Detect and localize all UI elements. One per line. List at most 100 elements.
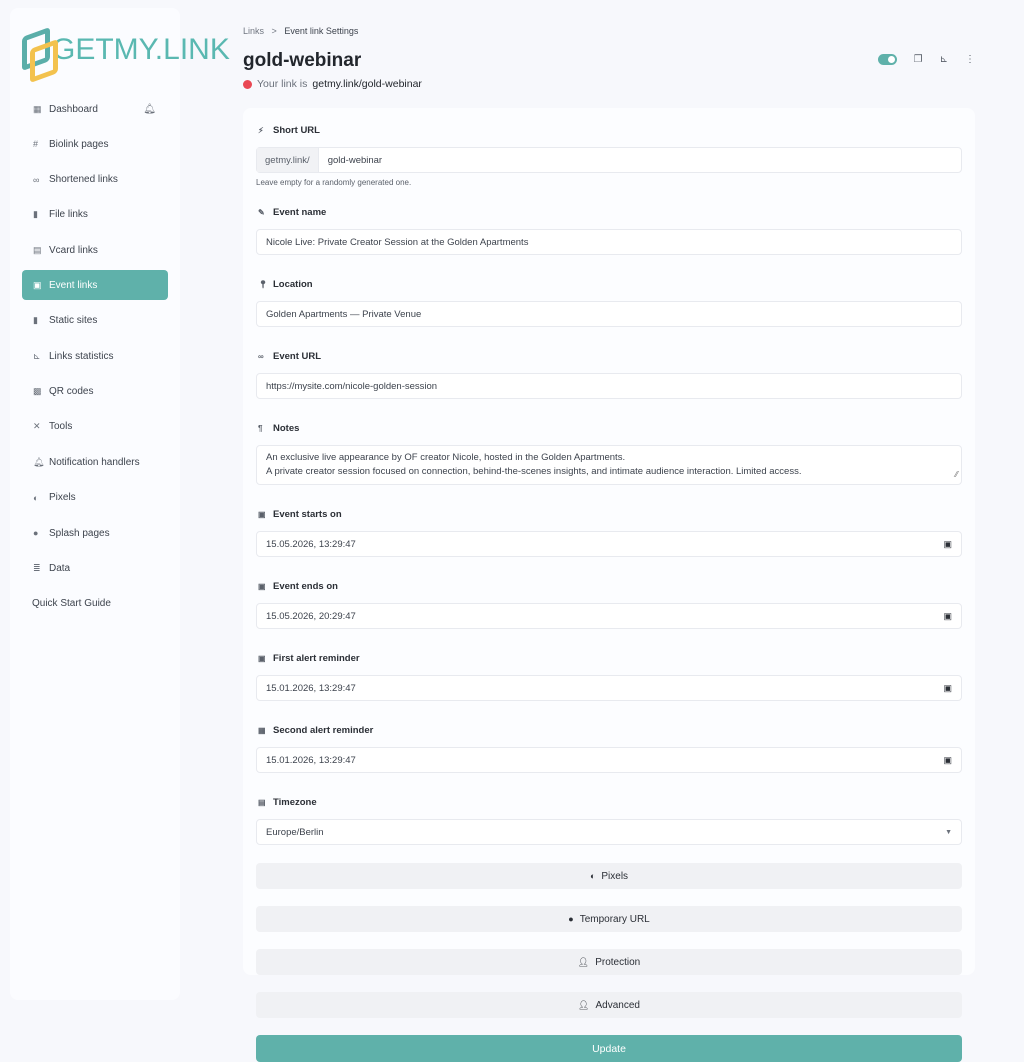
first-alert-input[interactable]: 15.01.2026, 13:29:47 ▣	[256, 675, 962, 701]
file-icon: ▮	[33, 209, 38, 220]
sidebar-item-event-links[interactable]: ▣ Event links	[22, 270, 168, 301]
sidebar-item-links-statistics[interactable]: ⊾ Links statistics	[22, 341, 168, 371]
calendar-picker-icon[interactable]: ▣	[943, 538, 952, 549]
calendar-picker-icon[interactable]: ▣	[943, 754, 952, 765]
short-url-label: Short URL	[273, 125, 320, 136]
calendar-icon: ▣	[258, 510, 266, 519]
adjust-icon: ◐	[589, 871, 596, 881]
sidebar-item-qr-codes[interactable]: ▩ QR codes	[22, 376, 168, 406]
second-alert-value: 15.01.2026, 13:29:47	[266, 754, 356, 766]
link-enabled-toggle[interactable]	[877, 54, 897, 65]
short-url-prefix: getmy.link/	[257, 148, 319, 172]
resize-handle-icon[interactable]: ⁄⁄	[955, 470, 958, 479]
link-icon: ∞	[33, 174, 40, 185]
protection-section-button[interactable]: 👤︎ Protection	[256, 949, 962, 975]
ends-label: Event ends on	[273, 581, 338, 592]
page-title: gold-webinar	[243, 50, 362, 71]
sidebar-item-label: Pixels	[49, 492, 76, 504]
sidebar-item-shortened-links[interactable]: ∞ Shortened links	[22, 165, 168, 195]
qrcode-icon: ▩	[33, 385, 42, 396]
sidebar-item-tools[interactable]: ✕ Tools	[22, 412, 168, 442]
sidebar-item-label: Static sites	[49, 315, 98, 327]
starts-value: 15.05.2026, 13:29:47	[266, 538, 356, 550]
toolbar: ❐ ⊾ ⋮	[877, 54, 975, 65]
short-url-input[interactable]: getmy.link/gold-webinar	[256, 147, 962, 173]
link-prefix: Your link is	[257, 78, 308, 90]
timezone-select[interactable]: Europe/Berlin ▼	[256, 819, 962, 845]
logo-text: GETMY.LINK	[52, 33, 230, 66]
more-options-icon[interactable]: ⋮	[965, 54, 975, 65]
clock-icon: ●	[568, 914, 574, 924]
sidebar-item-label: Shortened links	[49, 174, 118, 186]
sidebar-item-label: Event links	[49, 279, 98, 291]
notes-textarea[interactable]: An exclusive live appearance by OF creat…	[256, 445, 962, 485]
second-alert-label: Second alert reminder	[273, 725, 374, 736]
sidebar-item-notification-handlers[interactable]: 🔔︎ Notification handlers	[22, 448, 168, 478]
second-alert-input[interactable]: 15.01.2026, 13:29:47 ▣	[256, 747, 962, 773]
event-starts-input[interactable]: 15.05.2026, 13:29:47 ▣	[256, 531, 962, 557]
short-url-help: Leave empty for a randomly generated one…	[256, 178, 412, 187]
calendar-x-icon: ▣	[258, 582, 266, 591]
file-code-icon: ▮	[33, 315, 38, 326]
link-url[interactable]: getmy.link/gold-webinar	[312, 78, 422, 90]
timezone-label: Timezone	[273, 797, 317, 808]
sidebar-item-data[interactable]: ≣ Data	[22, 554, 168, 584]
sidebar-item-label: Vcard links	[49, 244, 98, 256]
link-status: Your link is getmy.link/gold-webinar	[243, 78, 422, 90]
temporary-url-section-button[interactable]: ● Temporary URL	[256, 906, 962, 932]
link-icon: ∞	[258, 352, 264, 361]
calendar-days-icon: ▦	[258, 726, 266, 735]
section-label: Advanced	[595, 999, 640, 1011]
copy-icon[interactable]: ❐	[913, 54, 923, 65]
ends-value: 15.05.2026, 20:29:47	[266, 610, 356, 622]
notes-line: An exclusive live appearance by OF creat…	[266, 452, 626, 463]
sidebar-item-vcard-links[interactable]: ▤ Vcard links	[22, 235, 168, 265]
sidebar-item-dashboard[interactable]: ▦ Dashboard 🔔︎	[22, 94, 168, 124]
sidebar-item-biolink-pages[interactable]: # Biolink pages	[22, 129, 168, 159]
location-value: Golden Apartments — Private Venue	[266, 308, 422, 320]
advanced-section-button[interactable]: 👤︎ Advanced	[256, 992, 962, 1018]
location-label: Location	[273, 279, 313, 290]
pixels-section-button[interactable]: ◐ Pixels	[256, 863, 962, 889]
signature-icon: ✎	[258, 208, 265, 217]
database-icon: ≣	[33, 563, 41, 574]
logo[interactable]: GETMY.LINK	[22, 30, 230, 70]
sidebar-item-label: Biolink pages	[49, 138, 109, 150]
user-lock-icon: 👤︎	[577, 956, 590, 967]
sidebar-nav: ▦ Dashboard 🔔︎ # Biolink pages ∞ Shortened l…	[22, 94, 168, 624]
notes-label: Notes	[273, 423, 300, 434]
location-input[interactable]: Golden Apartments — Private Venue	[256, 301, 962, 327]
event-name-input[interactable]: Nicole Live: Private Creator Session at …	[256, 229, 962, 255]
event-url-value: https://mysite.com/nicole-golden-session	[266, 380, 438, 392]
sidebar-item-quick-start-guide[interactable]: Quick Start Guide	[22, 589, 168, 619]
event-url-label: Event URL	[273, 351, 322, 362]
timezone-value: Europe/Berlin	[266, 826, 324, 838]
sidebar-item-pixels[interactable]: ◐ Pixels	[22, 483, 168, 513]
bell-icon[interactable]: 🔔︎	[143, 103, 156, 115]
first-alert-value: 15.01.2026, 13:29:47	[266, 682, 356, 694]
event-name-label: Event name	[273, 207, 327, 218]
calendar-icon: ▣	[33, 279, 42, 290]
breadcrumb-current: Event link Settings	[284, 26, 359, 36]
breadcrumb-links[interactable]: Links	[243, 26, 265, 36]
breadcrumb-separator: >	[271, 26, 277, 36]
event-ends-input[interactable]: 15.05.2026, 20:29:47 ▣	[256, 603, 962, 629]
calendar-picker-icon[interactable]: ▣	[943, 610, 952, 621]
section-label: Temporary URL	[579, 913, 650, 925]
update-button[interactable]: Update	[256, 1035, 962, 1062]
statistics-icon[interactable]: ⊾	[939, 54, 948, 65]
sidebar-item-label: QR codes	[49, 385, 94, 397]
sidebar-item-static-sites[interactable]: ▮ Static sites	[22, 306, 168, 336]
sidebar-item-label: File links	[49, 209, 88, 221]
event-url-input[interactable]: https://mysite.com/nicole-golden-session	[256, 373, 962, 399]
status-dot-icon	[243, 79, 252, 89]
sidebar-item-splash-pages[interactable]: ● Splash pages	[22, 518, 168, 548]
sidebar-item-file-links[interactable]: ▮ File links	[22, 200, 168, 230]
bell-icon: 🔔︎	[33, 457, 45, 468]
book-icon: ▤	[258, 798, 266, 807]
notes-line: A private creator session focused on con…	[266, 466, 802, 477]
tools-icon: ✕	[33, 421, 41, 432]
event-name-value: Nicole Live: Private Creator Session at …	[266, 236, 529, 248]
map-pin-icon: 📍︎	[258, 280, 269, 289]
calendar-picker-icon[interactable]: ▣	[943, 682, 952, 693]
